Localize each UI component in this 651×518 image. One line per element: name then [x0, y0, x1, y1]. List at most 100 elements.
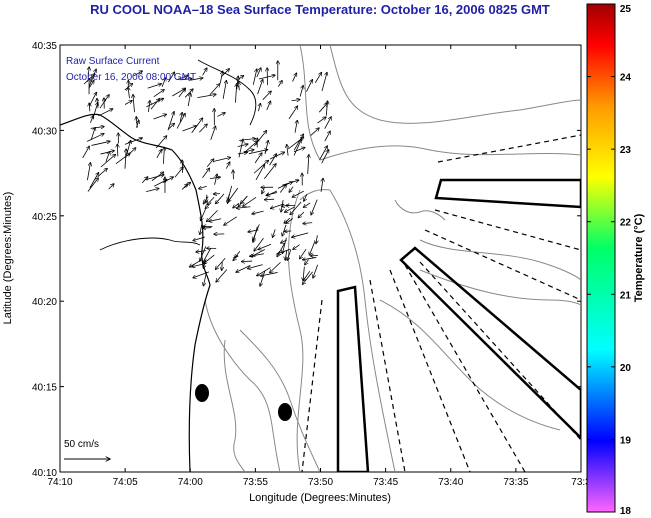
current-vector — [197, 94, 216, 99]
annotation-line-2: October 16, 2006 08:00 GMT — [66, 72, 196, 83]
current-vector — [124, 100, 132, 105]
current-vector — [100, 154, 116, 168]
dashed-line — [301, 299, 323, 472]
map-title: RU COOL NOAA–18 Sea Surface Temperature:… — [90, 2, 550, 17]
y-axis-label: Latitude (Degrees:Minutes) — [2, 192, 14, 325]
current-vector — [299, 85, 303, 97]
contour-shelf-north — [299, 45, 581, 161]
current-vector — [302, 271, 313, 284]
current-vector — [236, 76, 244, 81]
current-vector — [241, 261, 253, 262]
current-vector — [215, 193, 225, 204]
annotation-line-1: Raw Surface Current — [66, 56, 160, 67]
y-tick-label: 40:30 — [32, 126, 57, 137]
current-vector — [253, 160, 268, 174]
current-vector — [233, 170, 234, 180]
current-vector — [213, 157, 231, 162]
current-vector — [236, 207, 251, 208]
current-vector — [187, 93, 190, 107]
current-vector — [154, 180, 167, 187]
current-vector — [303, 266, 304, 281]
current-vector — [98, 109, 112, 117]
dashed-line — [419, 261, 581, 441]
current-vector — [222, 262, 223, 270]
colorbar-tick-label: 24 — [620, 73, 632, 84]
x-tick-label: 74:10 — [47, 477, 72, 488]
current-vector — [100, 151, 114, 155]
current-vector — [248, 150, 268, 155]
current-vector — [174, 167, 183, 178]
current-vector — [272, 229, 276, 237]
current-vector — [293, 139, 301, 156]
x-tick-label: 73:55 — [243, 477, 268, 488]
current-vector — [86, 133, 104, 142]
current-vector — [133, 71, 143, 77]
current-vector — [302, 257, 317, 259]
current-vector — [182, 126, 197, 132]
current-vector — [304, 193, 308, 201]
current-vector — [257, 267, 271, 276]
current-vector — [200, 246, 207, 261]
current-vector — [293, 244, 300, 250]
current-vector — [299, 248, 307, 259]
current-vector — [168, 123, 174, 130]
current-vector — [196, 251, 206, 252]
current-vector — [148, 100, 150, 112]
current-vector — [146, 188, 159, 192]
harbor-shoreline — [197, 59, 257, 126]
contour-channel-east — [329, 189, 396, 472]
current-vector — [294, 120, 297, 133]
current-vector — [228, 185, 233, 201]
current-vector — [167, 111, 174, 131]
current-vector — [287, 249, 292, 261]
x-tick-label: 73:50 — [308, 477, 333, 488]
bathymetry-contours — [204, 45, 581, 472]
contour-east-1 — [419, 239, 581, 281]
current-vector — [281, 239, 287, 243]
dashed-line — [389, 269, 471, 472]
current-vector — [209, 218, 222, 222]
current-vector — [156, 149, 162, 158]
current-vector — [238, 82, 239, 91]
current-vector — [257, 79, 263, 95]
current-vector — [202, 228, 212, 229]
colorbar-tick-label: 19 — [620, 435, 632, 446]
y-tick-label: 40:20 — [32, 297, 57, 308]
scale-label: 50 cm/s — [64, 439, 99, 450]
colorbar-label: Temperature (°C) — [633, 213, 645, 302]
dashed-beam-lines — [301, 134, 581, 472]
current-vector — [264, 164, 276, 180]
current-vector — [147, 84, 162, 89]
current-vector — [209, 84, 220, 96]
current-vector — [89, 103, 90, 112]
current-vector — [225, 162, 230, 169]
current-vector — [291, 100, 300, 101]
current-vector — [172, 88, 185, 97]
current-vector — [305, 259, 309, 265]
current-vector — [88, 80, 94, 89]
current-vector — [256, 68, 261, 78]
current-vector — [128, 87, 129, 99]
contour-inshore-3 — [223, 339, 246, 472]
colorbar-tick-label: 25 — [620, 4, 632, 15]
current-vector — [285, 250, 287, 260]
current-vector — [177, 75, 188, 80]
contour-inshore-1 — [204, 299, 281, 472]
current-vector — [99, 95, 109, 109]
current-vector — [150, 99, 160, 110]
current-vector — [180, 79, 192, 80]
beam-southeast — [399, 246, 581, 440]
x-tick-label: 73:35 — [503, 477, 528, 488]
current-vector — [204, 254, 215, 263]
current-vector — [97, 168, 108, 178]
current-vector — [235, 84, 236, 103]
current-vector — [146, 98, 163, 108]
current-vector — [303, 202, 311, 208]
colorbar — [586, 3, 616, 513]
current-vector — [247, 264, 263, 269]
current-vector — [202, 168, 209, 178]
current-vector — [252, 210, 264, 214]
current-vector — [90, 116, 93, 123]
current-vector — [190, 78, 203, 81]
current-vector — [115, 153, 130, 164]
